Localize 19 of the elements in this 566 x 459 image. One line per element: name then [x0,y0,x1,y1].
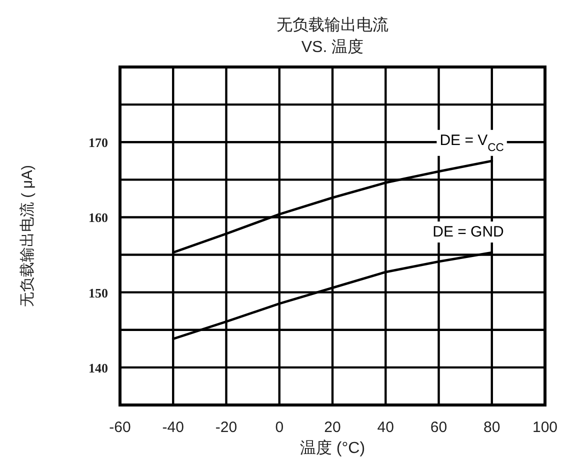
y-axis-title: 无负载输出电流 ( μA) [19,165,36,307]
x-tick-label: -20 [215,419,238,436]
x-tick-label: -60 [109,419,131,436]
chart-subtitle: VS. 温度 [301,38,364,56]
x-axis-title: 温度 (°C) [300,439,366,457]
y-tick-label: 170 [88,135,108,150]
x-tick-label: 60 [430,419,448,436]
chart-title: 无负载输出电流 [276,16,388,34]
x-tick-label: 80 [484,419,500,436]
y-tick-label: 160 [88,210,108,226]
y-tick-label: 140 [88,360,108,376]
x-tick-label: 100 [532,419,558,436]
x-tick-label: 40 [377,419,394,436]
y-tick-label: 150 [88,285,108,300]
x-tick-label: 20 [324,419,341,436]
series-label: DE = V$_{CC}$ [440,132,504,154]
series-label: DE = GND [432,224,504,241]
x-tick-label: 0 [275,419,284,436]
x-tick-label: -40 [162,419,184,436]
